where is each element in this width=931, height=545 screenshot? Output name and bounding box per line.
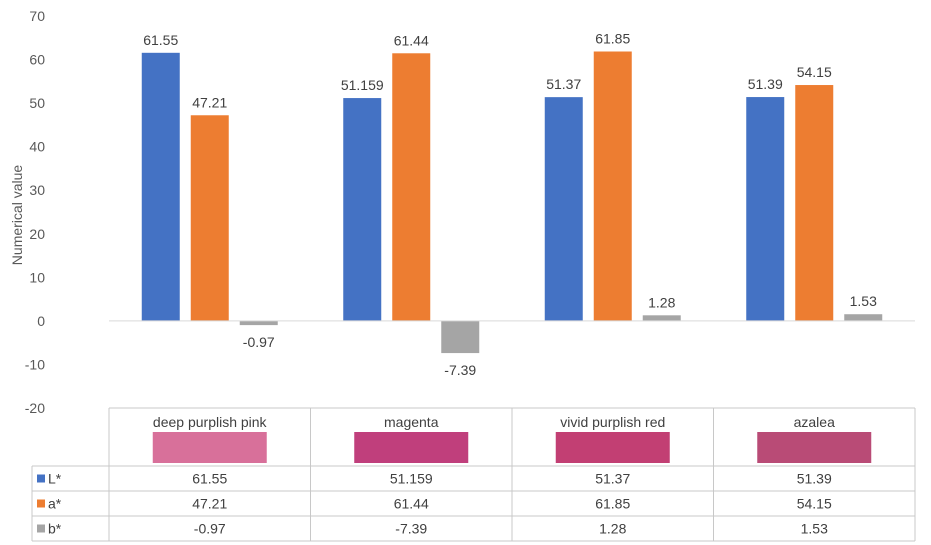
legend-key-b [37,524,45,533]
data-label: 51.159 [341,77,384,93]
bars: 61.55 47.21 -0.97 51.159 61.44 -7.39 51.37 61.8… [141,30,883,378]
table-category-header: magenta [384,414,439,430]
data-label: 61.85 [595,30,630,46]
y-tick-label: 50 [29,95,45,111]
table-cell-value: 51.39 [797,471,832,487]
table-series-name: L* [48,471,62,487]
table-cell-value: 1.28 [599,521,626,537]
bar-b-0 [239,320,278,326]
table-cell-value: 47.21 [192,496,227,512]
bar-a-2 [593,51,632,321]
bar-b-1 [441,320,480,354]
table-cell-value: 61.55 [192,471,227,487]
table-category-header: vivid purplish red [560,414,665,430]
legend-key-a [37,499,45,508]
bar-a-1 [392,53,431,321]
table-series-name: a* [48,496,62,512]
data-label: 51.39 [748,76,783,92]
category-color-swatch [354,432,469,463]
table-cell-value: 51.159 [390,471,433,487]
y-tick-label: -20 [25,400,45,416]
bar-L-3 [746,97,785,321]
bar-L-2 [544,97,583,321]
data-table: deep purplish pink magenta vivid purplish … [31,407,916,542]
table-series-name: b* [48,521,62,537]
table-cell-value: 61.44 [394,496,429,512]
data-label: 1.53 [850,293,877,309]
data-label: 61.44 [394,32,429,48]
y-axis-ticks: -20 -10 0 10 20 30 40 50 60 70 [25,8,45,416]
category-color-swatch [555,432,670,463]
y-tick-label: 60 [29,52,45,68]
table-cell-value: -0.97 [194,521,226,537]
table-cell-value: 61.85 [595,496,630,512]
table-cell-value: -7.39 [395,521,427,537]
y-tick-label: -10 [25,356,45,372]
table-cell-value: 51.37 [595,471,630,487]
data-label: 54.15 [797,64,832,80]
table-cell-value: 54.15 [797,496,832,512]
y-tick-label: 10 [29,269,45,285]
bar-L-1 [343,98,382,321]
table-cell-value: 1.53 [801,521,828,537]
y-axis-title: Numerical value [9,165,25,266]
data-label: 61.55 [143,32,178,48]
bar-b-2 [642,315,681,321]
legend-key-L [37,474,45,483]
y-tick-label: 70 [29,8,45,24]
category-color-swatch [757,432,872,463]
data-label: 51.37 [546,76,581,92]
data-label: 47.21 [192,94,227,110]
data-label: 1.28 [648,294,675,310]
bar-b-3 [844,314,883,321]
table-category-header: deep purplish pink [153,414,268,430]
y-tick-label: 20 [29,226,45,242]
data-label: -0.97 [243,334,275,350]
data-label: -7.39 [444,362,476,378]
y-tick-label: 0 [37,313,45,329]
bar-L-0 [141,52,180,321]
bar-a-3 [795,85,834,321]
category-color-swatch [152,432,267,463]
y-tick-label: 30 [29,182,45,198]
bar-a-0 [190,115,229,321]
table-category-header: azalea [794,414,835,430]
y-tick-label: 40 [29,139,45,155]
